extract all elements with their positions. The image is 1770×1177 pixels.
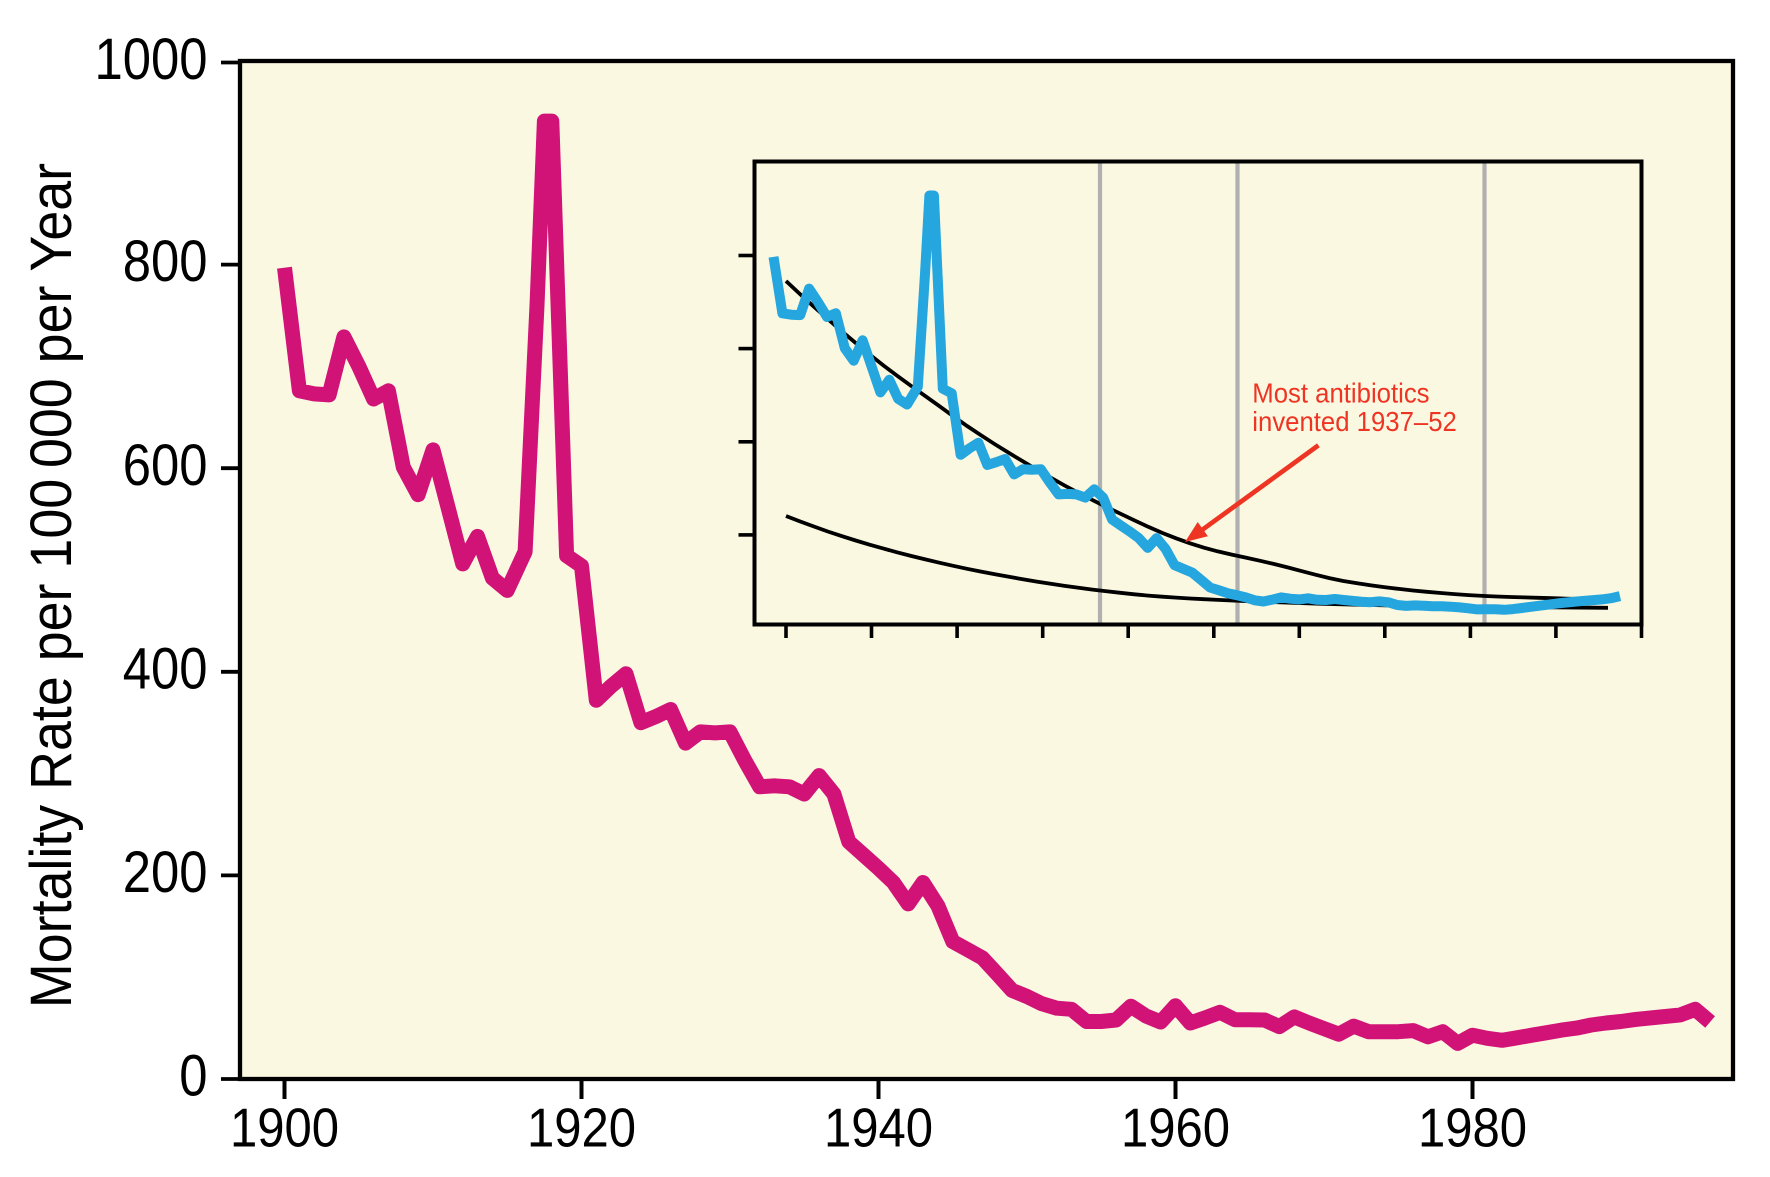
svg-text:1000: 1000 [95,26,208,92]
svg-text:1960: 1960 [1121,1097,1230,1158]
svg-text:0: 0 [179,1042,207,1108]
svg-text:1900: 1900 [230,1097,339,1158]
svg-text:200: 200 [123,839,208,905]
svg-text:invented 1937–52: invented 1937–52 [1252,406,1457,437]
svg-text:1940: 1940 [824,1097,933,1158]
svg-text:800: 800 [123,228,208,294]
svg-text:1980: 1980 [1418,1097,1527,1158]
svg-text:400: 400 [123,635,208,701]
svg-text:600: 600 [123,431,208,497]
svg-text:1920: 1920 [527,1097,636,1158]
svg-text:Most antibiotics: Most antibiotics [1252,378,1429,409]
svg-text:Mortality Rate per 100 000 per: Mortality Rate per 100 000 per Year [18,163,84,1008]
